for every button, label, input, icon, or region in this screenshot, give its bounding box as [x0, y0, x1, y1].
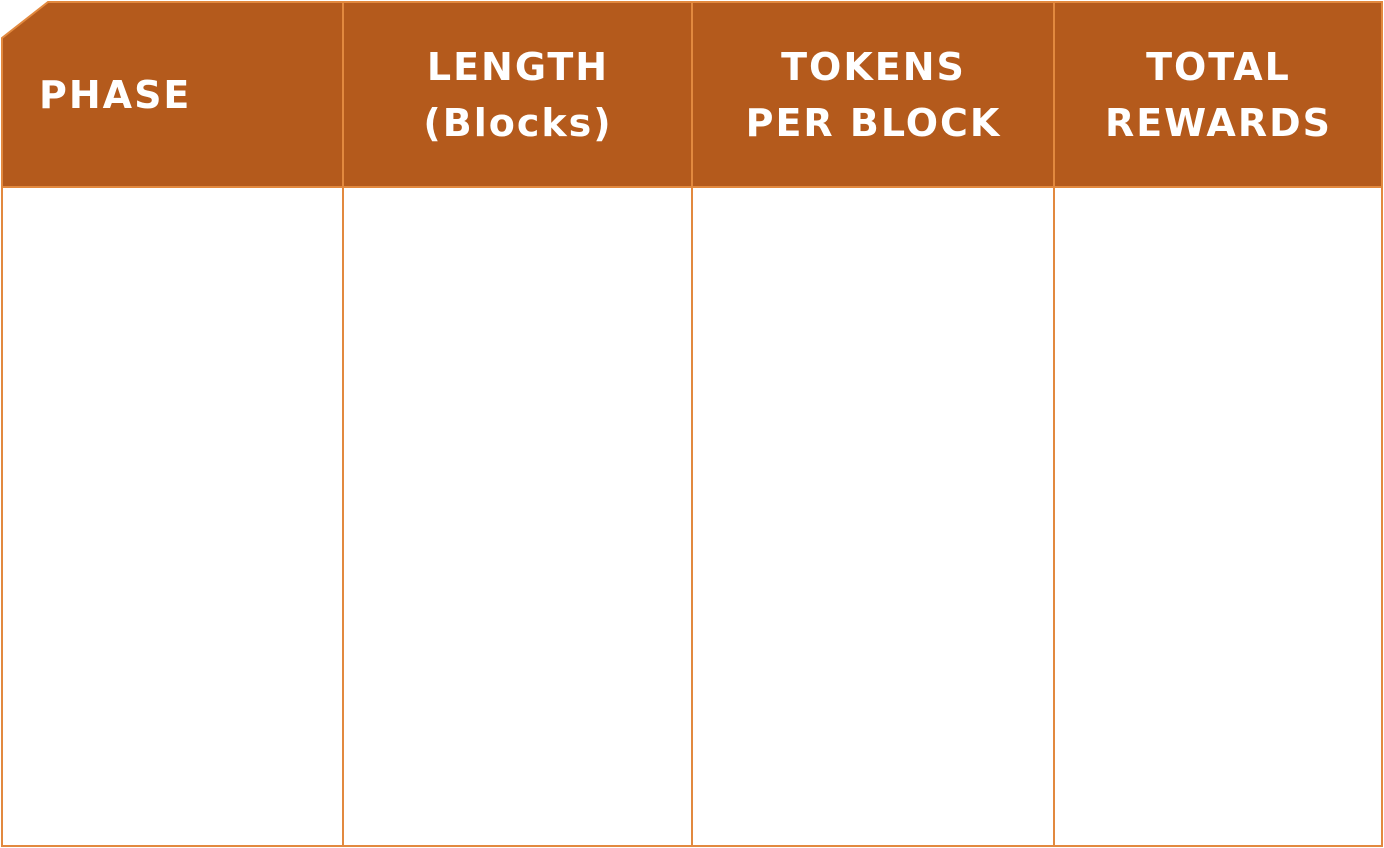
header-length-line-2: (Blocks): [423, 101, 613, 145]
header-tokens-line-2: PER BLOCK: [745, 101, 1002, 145]
body-cell-tokens-per-block: [693, 190, 1054, 848]
header-cell-phase: PHASE: [2, 2, 343, 188]
header-cell-tokens-per-block: TOKENS PER BLOCK: [693, 2, 1054, 188]
header-tokens-line-1: TOKENS: [781, 45, 966, 89]
header-length-line-1: LENGTH: [426, 45, 610, 89]
header-rewards-line-2: REWARDS: [1104, 101, 1332, 145]
header-rewards-line-1: TOTAL: [1146, 45, 1291, 89]
column-total-rewards: TOTAL REWARDS: [1055, 2, 1382, 848]
column-tokens-per-block: TOKENS PER BLOCK: [693, 2, 1054, 848]
header-cell-total-rewards: TOTAL REWARDS: [1055, 2, 1382, 188]
body-cell-phase: [2, 190, 343, 848]
column-length: LENGTH (Blocks): [344, 2, 692, 848]
header-cell-length: LENGTH (Blocks): [344, 2, 692, 188]
column-phase: PHASE: [2, 2, 343, 848]
body-cell-length: [344, 190, 692, 848]
body-cell-total-rewards: [1055, 190, 1382, 848]
header-phase-line-1: PHASE: [39, 73, 192, 117]
